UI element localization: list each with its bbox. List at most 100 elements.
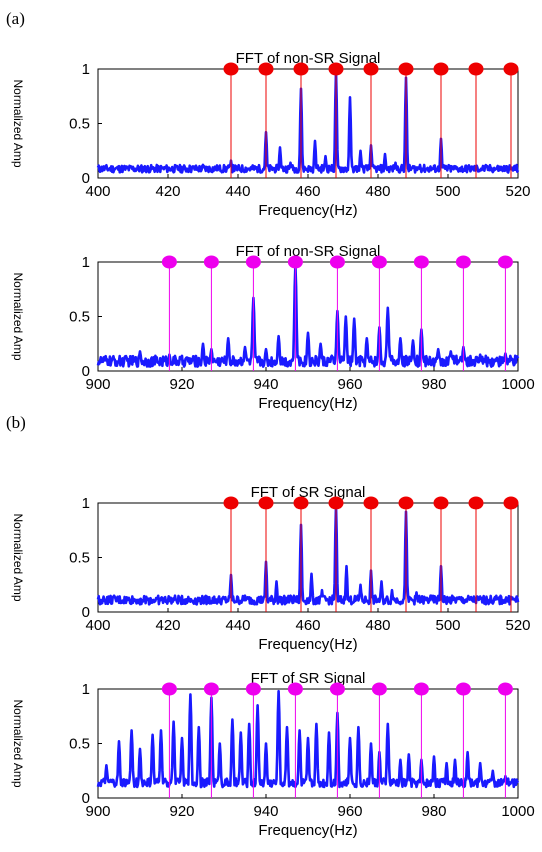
y-tick-label-3: 1 [82,681,90,698]
marker-dot-9 [497,682,513,696]
y-tick-label-2: 0.5 [69,116,90,133]
panel-label-a: (a) [6,9,25,28]
y-tick-label-1: 0 [82,363,90,380]
marker-dot-9 [497,255,513,269]
marker-dot-5 [329,682,345,696]
marker-dot-6 [398,62,414,76]
marker-dot-7 [413,255,429,269]
x-axis-label: Frequency(Hz) [258,636,357,653]
marker-dot-3 [293,496,309,510]
chart-title: FFT of SR Signal [251,670,366,687]
x-tick-label-2: 920 [169,803,194,820]
marker-dot-8 [455,682,471,696]
x-tick-label-4: 960 [337,803,362,820]
signal-line [96,503,520,606]
x-tick-label-4: 460 [295,183,320,200]
marker-dot-5 [329,255,345,269]
y-tick-label-2: 0.5 [69,736,90,753]
x-tick-label-2: 420 [155,617,180,634]
x-tick-label-6: 500 [435,183,460,200]
marker-dot-1 [223,62,239,76]
y-tick-label-3: 1 [82,495,90,512]
x-axis-label: Frequency(Hz) [258,822,357,839]
marker-dot-7 [433,496,449,510]
chart-title: FFT of non-SR Signal [236,50,381,67]
y-axis-label: Normalized Amp [11,272,25,360]
x-tick-label-7: 520 [505,183,530,200]
marker-dot-9 [503,496,519,510]
signal-line [96,689,520,789]
chart-4: FFT of SR Signal 900 920 940 960 980 1000 0 0.5 1… [11,670,535,839]
marker-dot-7 [433,62,449,76]
chart-2: FFT of non-SR Signal 900 920 940 960 980 1000 0… [11,243,535,412]
marker-dot-6 [371,255,387,269]
y-axis-label: Normalized Amp [11,79,25,167]
marker-dot-3 [245,682,261,696]
marker-dot-6 [398,496,414,510]
x-tick-label-2: 920 [169,376,194,393]
y-tick-label-2: 0.5 [69,309,90,326]
y-tick-label-3: 1 [82,61,90,78]
x-tick-label-1: 900 [85,803,110,820]
x-tick-label-3: 940 [253,803,278,820]
marker-dot-2 [203,255,219,269]
axes-box [97,68,519,179]
marker-dot-8 [468,496,484,510]
chart-1: FFT of non-SR Signal 400 420 440 460 480 500 52… [11,50,531,219]
marker-dot-2 [203,682,219,696]
signal-line [96,263,520,368]
marker-dot-5 [363,62,379,76]
x-tick-label-2: 420 [155,183,180,200]
x-tick-label-6: 1000 [501,376,534,393]
marker-dot-4 [328,496,344,510]
marker-dot-4 [287,682,303,696]
y-axis-label: Normalized Amp [11,513,25,601]
marker-dot-4 [328,62,344,76]
y-tick-label-1: 0 [82,790,90,807]
x-tick-label-5: 980 [421,803,446,820]
marker-dot-2 [258,496,274,510]
marker-dot-9 [503,62,519,76]
marker-dot-7 [413,682,429,696]
marker-dot-1 [161,682,177,696]
x-axis-label: Frequency(Hz) [258,202,357,219]
marker-dot-3 [293,62,309,76]
x-tick-label-4: 960 [337,376,362,393]
signal-line [96,69,520,174]
marker-dot-3 [245,255,261,269]
marker-dot-5 [363,496,379,510]
x-tick-label-3: 440 [225,183,250,200]
panel-label-b: (b) [6,413,26,432]
x-tick-label-1: 400 [85,617,110,634]
x-tick-label-6: 500 [435,617,460,634]
axes-box [97,261,519,372]
x-tick-label-5: 480 [365,617,390,634]
y-tick-label-1: 0 [82,604,90,621]
x-tick-label-3: 940 [253,376,278,393]
chart-title: FFT of non-SR Signal [236,243,381,260]
y-tick-label-2: 0.5 [69,550,90,567]
x-axis-label: Frequency(Hz) [258,395,357,412]
marker-dot-2 [258,62,274,76]
marker-dot-4 [287,255,303,269]
x-tick-label-7: 520 [505,617,530,634]
marker-dot-1 [223,496,239,510]
x-tick-label-1: 900 [85,376,110,393]
x-tick-label-1: 400 [85,183,110,200]
marker-dot-8 [455,255,471,269]
marker-dot-6 [371,682,387,696]
x-tick-label-4: 460 [295,617,320,634]
y-tick-label-3: 1 [82,254,90,271]
x-tick-label-6: 1000 [501,803,534,820]
marker-dot-8 [468,62,484,76]
x-tick-label-3: 440 [225,617,250,634]
y-tick-label-1: 0 [82,170,90,187]
x-tick-label-5: 980 [421,376,446,393]
marker-dot-1 [161,255,177,269]
x-tick-label-5: 480 [365,183,390,200]
y-axis-label: Normalized Amp [11,699,25,787]
charts-group: FFT of non-SR Signal 400 420 440 460 480 500 52… [11,50,535,839]
axes-box [97,502,519,613]
